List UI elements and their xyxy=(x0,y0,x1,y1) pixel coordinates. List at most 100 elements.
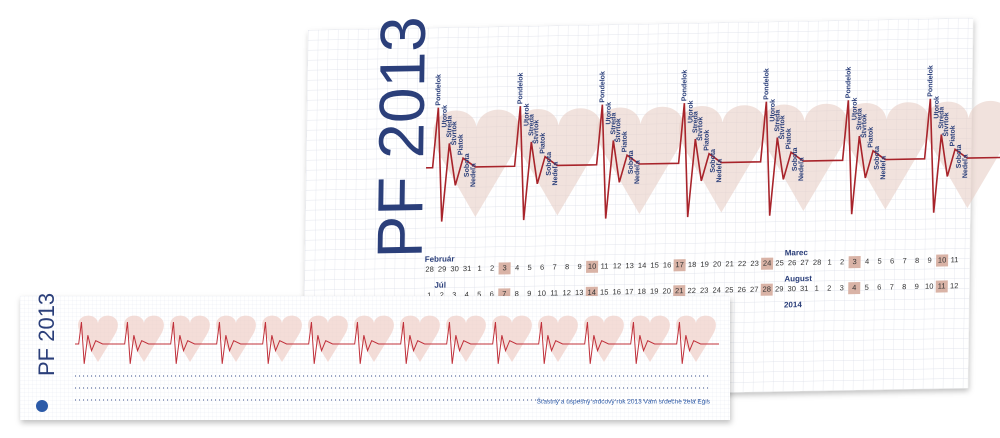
day-number: 2 xyxy=(827,283,831,292)
day-number: 25 xyxy=(775,258,783,267)
day-number: 10 xyxy=(925,282,933,291)
day-highlight xyxy=(760,283,773,296)
heart-shape xyxy=(446,315,486,362)
heart-shape xyxy=(170,315,210,362)
day-highlight xyxy=(673,259,686,272)
day-number: 21 xyxy=(725,259,733,268)
day-number: 23 xyxy=(700,286,708,295)
weekday-label: Utorok xyxy=(441,105,448,128)
day-number: 9 xyxy=(527,289,531,298)
weekday-label: Utorok xyxy=(523,103,530,126)
day-number: 29 xyxy=(775,284,783,293)
day-number: 10 xyxy=(538,289,546,298)
day-number: 4 xyxy=(465,290,469,299)
day-number: 16 xyxy=(663,260,671,269)
ecg-line xyxy=(426,98,1000,222)
day-number: 22 xyxy=(738,259,746,268)
day-number: 30 xyxy=(788,284,796,293)
heart-shape xyxy=(354,315,394,362)
weekday-label: Utorok xyxy=(769,99,776,122)
weekday-label: Piatok xyxy=(949,125,956,146)
heart-shape xyxy=(262,315,302,362)
day-number: 27 xyxy=(800,258,808,267)
weekday-label: Pondelok xyxy=(927,65,934,97)
heart-shape xyxy=(216,315,256,362)
weekday-label: Sobota xyxy=(710,149,717,173)
heart-shape xyxy=(515,108,602,216)
weekday-label: Streda xyxy=(856,108,863,130)
weekday-label: Štvrtok xyxy=(613,118,622,142)
day-number: 4 xyxy=(852,283,856,292)
day-number: 28 xyxy=(763,285,771,294)
weekday-label: Piatok xyxy=(539,133,546,154)
title: PF 2013 xyxy=(34,293,59,376)
heart-shape xyxy=(538,315,578,362)
weekday-label: Sobota xyxy=(628,150,635,174)
day-number: 11 xyxy=(550,288,558,297)
weekday-label: Pondelok xyxy=(517,72,524,104)
heart-shape xyxy=(679,105,766,213)
day-number: 12 xyxy=(613,261,621,270)
day-number: 7 xyxy=(502,289,506,298)
day-number: 6 xyxy=(890,256,894,265)
weekday-label: Utorok xyxy=(605,102,612,125)
day-number: 27 xyxy=(750,285,758,294)
day-number: 6 xyxy=(877,283,881,292)
day-number: 8 xyxy=(902,282,906,291)
day-number: 24 xyxy=(763,259,771,268)
month-label: Február xyxy=(425,254,455,264)
weekday-label: Piatok xyxy=(457,134,464,155)
day-highlight xyxy=(761,257,774,270)
day-number: 16 xyxy=(613,287,621,296)
weekday-label: Štvrtok xyxy=(777,115,786,139)
weekday-label: Sobota xyxy=(956,144,963,168)
weekday-label: Streda xyxy=(774,110,781,132)
day-number: 4 xyxy=(515,263,519,272)
logo xyxy=(36,400,48,412)
day-number: 28 xyxy=(425,265,433,274)
heart-shape xyxy=(843,102,930,210)
day-number: 7 xyxy=(902,256,906,265)
day-number: 5 xyxy=(877,257,881,266)
day-number: 31 xyxy=(463,264,471,273)
day-number: 9 xyxy=(927,256,931,265)
day-number: 3 xyxy=(852,257,856,266)
day-highlight xyxy=(586,260,599,273)
heart-shape xyxy=(597,106,684,214)
weekday-label: Pondelok xyxy=(845,67,852,99)
month-label: Júl xyxy=(434,281,446,290)
day-number: 5 xyxy=(477,290,481,299)
weekday-label: Streda xyxy=(692,111,699,133)
day-highlight xyxy=(673,285,686,298)
day-highlight xyxy=(585,286,598,299)
weekday-label: Nedeľa xyxy=(716,159,723,183)
day-number: 7 xyxy=(552,262,556,271)
heart-shape xyxy=(124,315,164,362)
heart-shape xyxy=(761,103,848,212)
day-number: 17 xyxy=(625,287,633,296)
day-number: 11 xyxy=(601,262,609,271)
weekday-label: Utorok xyxy=(933,96,940,119)
day-number: 24 xyxy=(713,285,721,294)
month-label: 2014 xyxy=(784,300,802,309)
weekday-label: Sobota xyxy=(464,153,471,177)
heart-shape xyxy=(78,315,118,362)
weekday-label: Piatok xyxy=(703,130,710,151)
heart-shape xyxy=(584,315,624,362)
day-number: 12 xyxy=(563,288,571,297)
weekday-label: Pondelok xyxy=(681,70,688,102)
day-number: 3 xyxy=(840,283,844,292)
day-number: 17 xyxy=(675,260,683,269)
day-highlight xyxy=(848,255,861,269)
weekday-label: Pondelok xyxy=(763,68,770,100)
heart-shape xyxy=(433,109,520,217)
day-number: 25 xyxy=(725,285,733,294)
weekday-label: Nedeľa xyxy=(470,163,477,187)
day-number: 9 xyxy=(577,262,581,271)
day-number: 13 xyxy=(625,261,633,270)
weekday-label: Sobota xyxy=(546,152,553,176)
heart-shape xyxy=(630,315,670,362)
weekday-label: Nedeľa xyxy=(962,154,969,178)
day-number: 6 xyxy=(490,290,494,299)
ecg-line xyxy=(75,321,719,364)
